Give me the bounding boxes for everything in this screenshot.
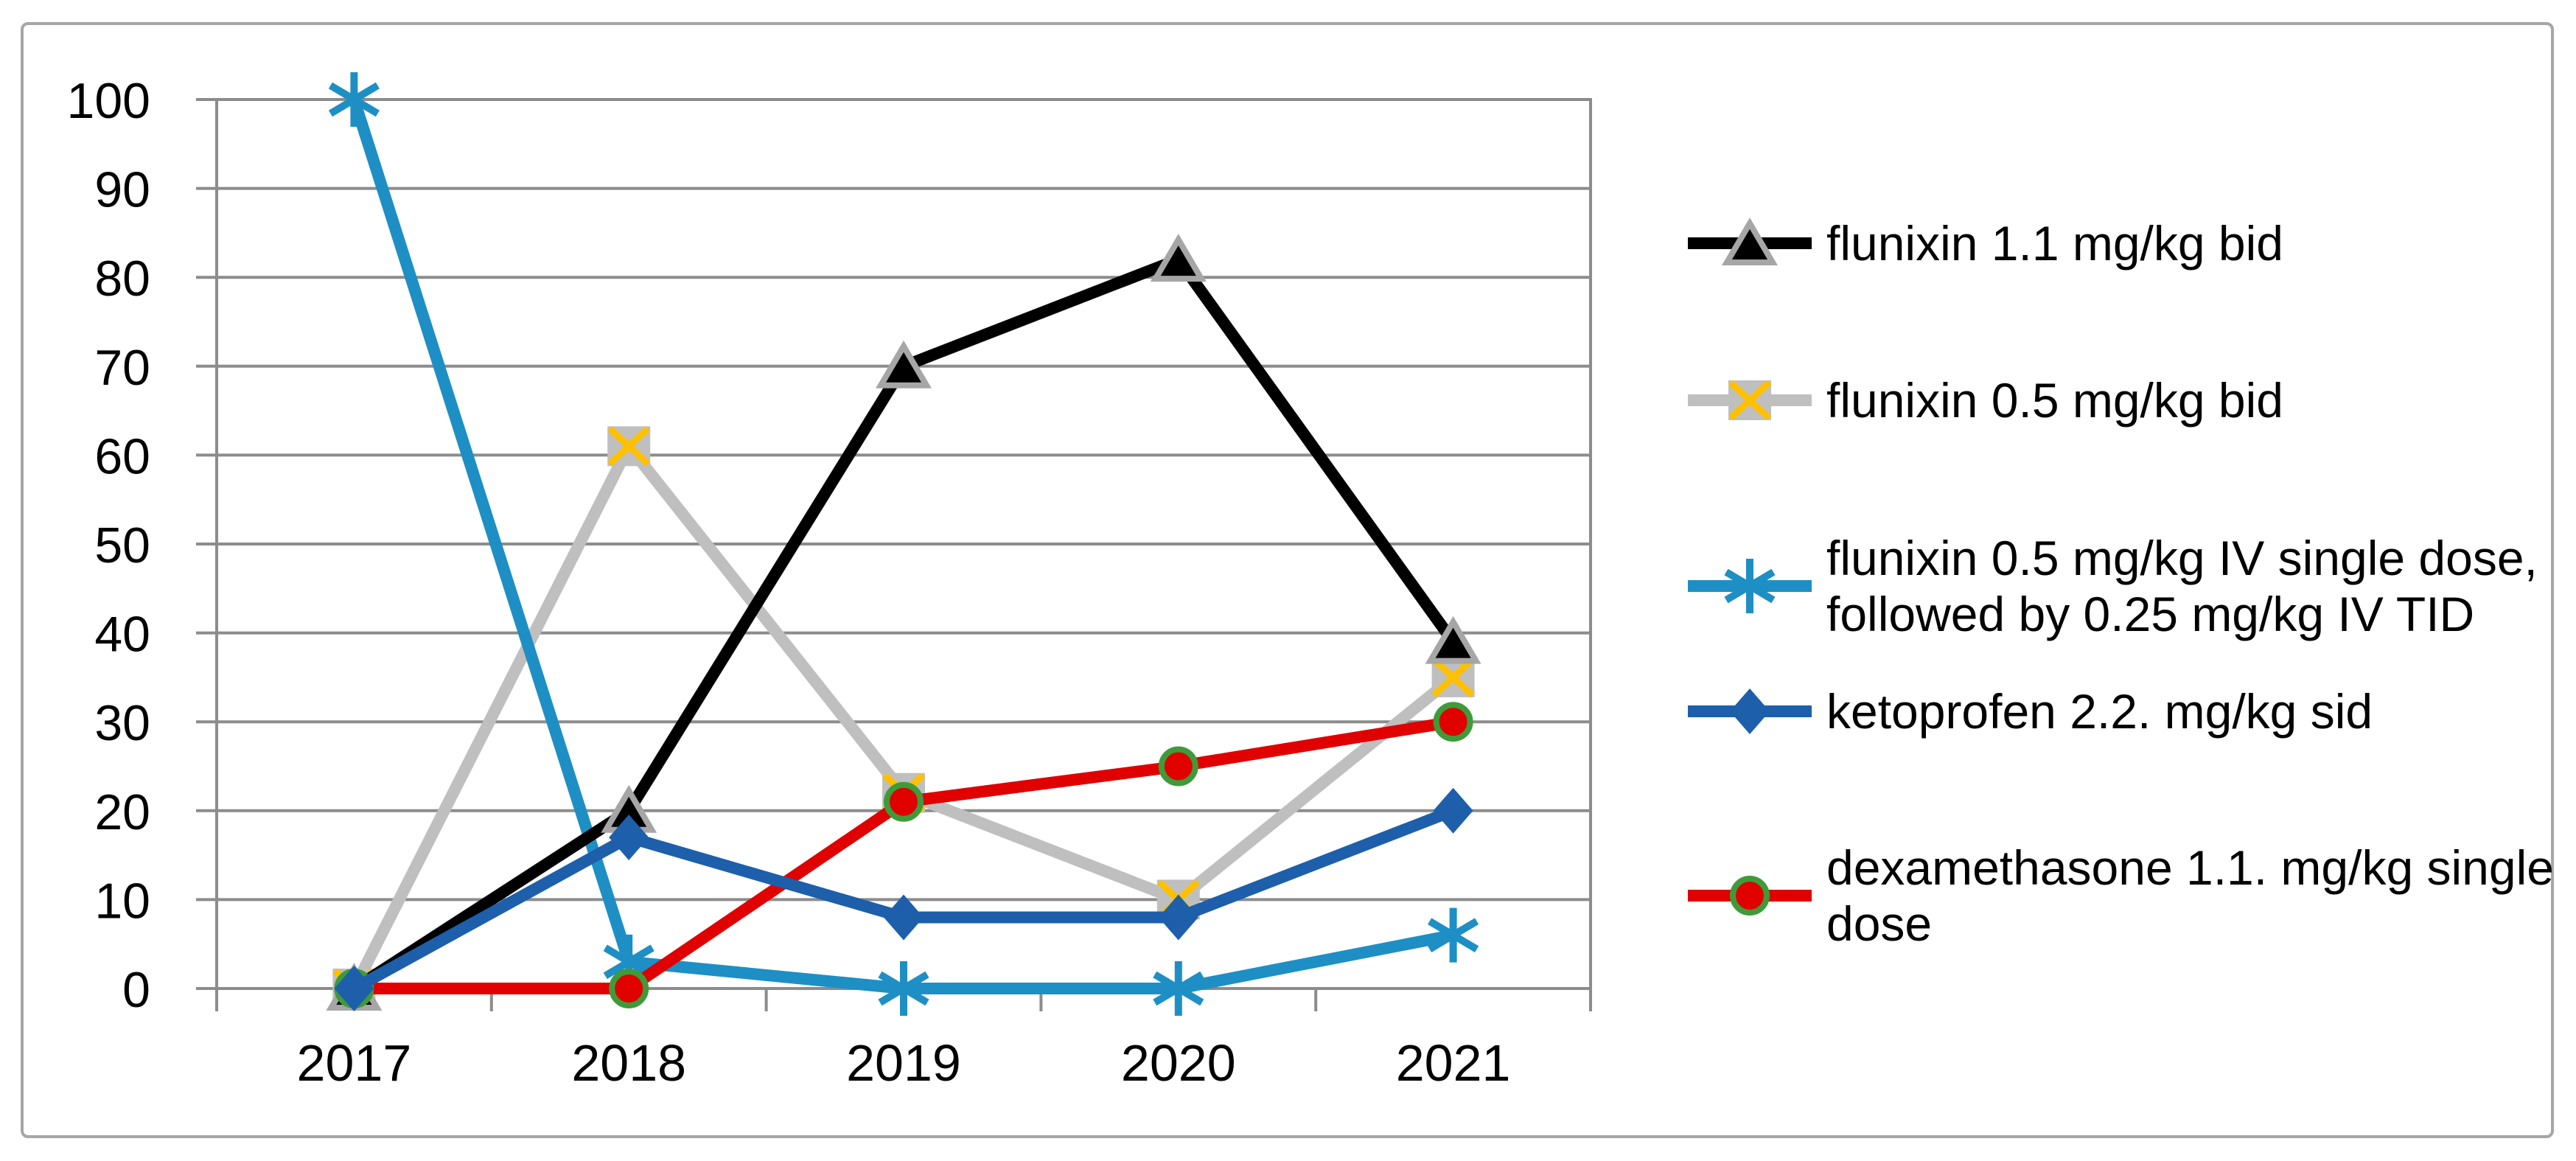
triangle-marker — [1722, 217, 1778, 265]
y-tick-label: 40 — [94, 607, 150, 663]
asterisk-marker — [328, 82, 380, 117]
circle-marker — [884, 781, 924, 822]
diamond-marker — [1433, 787, 1473, 834]
axis-labels-group: 0 10 20 30 40 50 60 70 80 90 100 2017 2018 2019 2020 20… — [67, 73, 1511, 1092]
legend-item-label: dose — [1826, 896, 1932, 951]
series-group — [326, 72, 1481, 1016]
diamond-marker — [334, 966, 374, 1011]
x-tick-label: 2021 — [1396, 1034, 1511, 1092]
diamond-marker — [1730, 688, 1770, 734]
legend-item-label: followed by 0.25 mg/kg IV TID — [1826, 587, 2474, 641]
circle-marker — [609, 969, 649, 1008]
legend-item: flunixin 1.1 mg/kg bid — [1688, 216, 2283, 271]
y-tick-label: 80 — [94, 251, 150, 307]
x-tick-label: 2017 — [297, 1034, 412, 1092]
y-tick-label: 50 — [94, 517, 150, 573]
y-tick-label: 30 — [94, 695, 150, 751]
diamond-marker — [884, 894, 924, 941]
series-4 — [334, 787, 1473, 1011]
legend-item-label: dexamethasone 1.1. mg/kg single — [1826, 840, 2554, 895]
circle-marker — [1433, 702, 1473, 742]
legend-item-label: flunixin 1.1 mg/kg bid — [1826, 216, 2283, 271]
triangle-marker — [1150, 234, 1207, 282]
x-tick-label: 2019 — [846, 1034, 961, 1092]
legend: flunixin 1.1 mg/kg bid flunixin 0.5 mg/kg… — [1688, 216, 2554, 951]
asterisk-marker — [1724, 568, 1776, 604]
circle-marker — [1158, 746, 1198, 787]
circle-marker — [1730, 876, 1770, 916]
asterisk-marker — [878, 971, 929, 1006]
y-tick-label: 0 — [122, 962, 150, 1018]
y-tick-label: 10 — [94, 873, 150, 929]
x-tick-label: 2018 — [571, 1034, 686, 1092]
y-tick-label: 60 — [94, 428, 150, 484]
y-tick-label: 20 — [94, 784, 150, 840]
series-3 — [328, 72, 1479, 1016]
legend-item: ketoprofen 2.2. mg/kg sid — [1688, 684, 2373, 739]
asterisk-marker — [1153, 971, 1204, 1006]
legend-item: flunixin 0.5 mg/kg bid — [1688, 373, 2283, 428]
legend-item: flunixin 0.5 mg/kg IV single dose,follow… — [1688, 531, 2538, 641]
y-tick-label: 90 — [94, 162, 150, 218]
triangle-marker — [876, 340, 932, 388]
x-marker-stroke — [1728, 380, 1772, 421]
y-tick-label: 70 — [94, 340, 150, 396]
x-marker-stroke — [1431, 657, 1475, 698]
diamond-marker — [1158, 894, 1198, 941]
legend-item-label: flunixin 0.5 mg/kg IV single dose, — [1826, 531, 2538, 585]
legend-item-label: flunixin 0.5 mg/kg bid — [1826, 373, 2283, 428]
asterisk-marker — [1428, 918, 1479, 952]
chart-frame-border — [21, 22, 2554, 1138]
triangle-marker — [1425, 616, 1481, 664]
x-marker-stroke — [607, 426, 651, 467]
diamond-marker — [609, 814, 649, 860]
y-tick-label: 100 — [67, 73, 150, 129]
x-tick-label: 2020 — [1121, 1034, 1236, 1092]
legend-item-label: ketoprofen 2.2. mg/kg sid — [1826, 684, 2373, 739]
asterisk-marker — [603, 944, 655, 980]
